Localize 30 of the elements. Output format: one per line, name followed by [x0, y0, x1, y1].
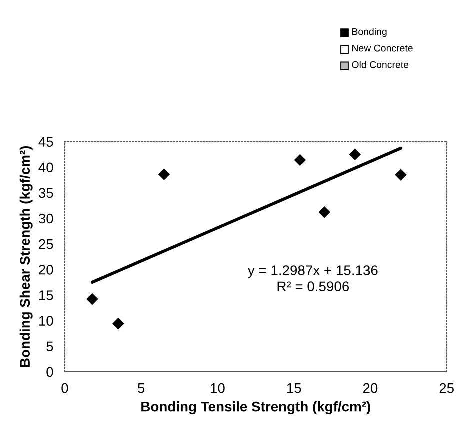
y-tick-label: 20 [39, 264, 54, 275]
point [112, 318, 124, 330]
point [158, 168, 170, 180]
point [349, 148, 362, 160]
y-tick-label: 30 [38, 214, 54, 224]
point [86, 293, 98, 306]
x-axis-title: Bonding Tensile Strength (kgf/cm²) [142, 402, 370, 415]
x-tick-label: 0 [62, 383, 68, 394]
x-tick-label: 5 [138, 384, 145, 394]
y-tick-label: 25 [39, 239, 54, 250]
y-tick-label: 40 [38, 162, 54, 173]
x-tick-label: 15 [287, 384, 302, 394]
point [318, 206, 331, 218]
point [294, 154, 306, 166]
text: Old Concrete [352, 61, 409, 68]
annotation: R² = 0.5906 [278, 282, 350, 292]
point [395, 169, 407, 181]
x-tick-label: 25 [440, 383, 454, 394]
text: Bonding [352, 28, 387, 38]
y-axis-title: Bonding Shear Strength (kgf/cm²) [20, 146, 33, 368]
y-tick-label: 0 [46, 367, 54, 378]
x-tick-label: 10 [211, 383, 225, 394]
annotation: y = 1.2987x + 15.136 [248, 266, 378, 278]
y-tick-label: 10 [39, 316, 54, 326]
y-tick-label: 15 [39, 290, 54, 300]
y-tick-label: 35 [38, 188, 54, 198]
x-tick-label: 20 [363, 383, 378, 394]
y-tick-label: 5 [46, 342, 54, 352]
y-tick-label: 45 [38, 137, 54, 147]
text: New Concrete [352, 44, 413, 52]
